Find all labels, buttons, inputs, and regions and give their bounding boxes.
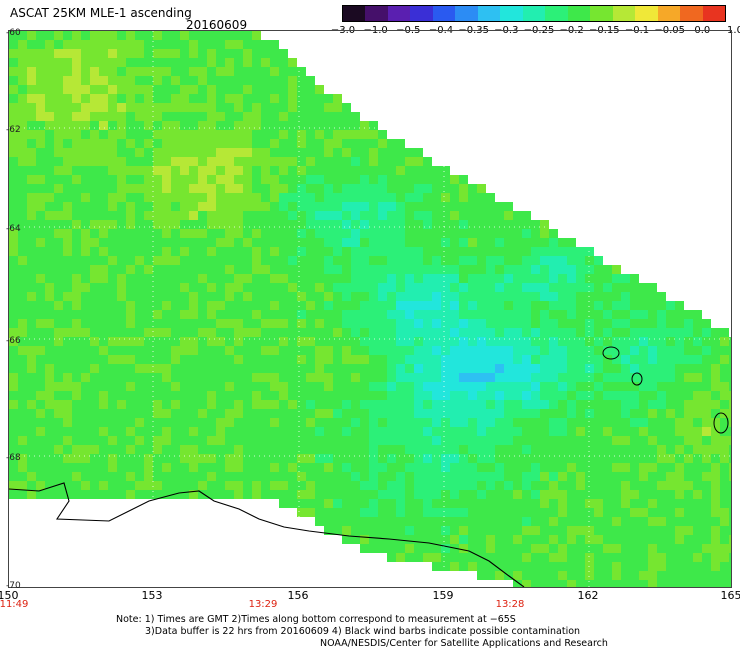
longitude-label: 159	[432, 589, 454, 602]
latitude-label: -60	[6, 28, 21, 38]
color-scale-swatch	[432, 6, 456, 21]
latitude-label: -64	[6, 224, 21, 234]
island-outline	[713, 412, 729, 434]
color-scale-swatch	[365, 6, 388, 21]
longitude-label: 165	[720, 589, 740, 602]
color-scale-swatch	[522, 6, 546, 21]
latitude-label: -68	[6, 453, 21, 463]
longitude-label: 156	[287, 589, 309, 602]
color-scale-swatch	[635, 6, 658, 21]
color-scale-swatch	[657, 6, 681, 21]
color-scale-swatch	[680, 6, 703, 21]
footnote-line-1: Note: 1) Times are GMT 2)Times along bot…	[116, 614, 516, 625]
wind-field-grid	[9, 31, 731, 587]
color-scale-tick-label: 1.0	[727, 25, 740, 36]
longitude-label: 153	[141, 589, 163, 602]
longitude-label: 162	[577, 589, 599, 602]
longitude-label: 150	[0, 589, 19, 602]
time-label: 13:28	[495, 599, 525, 610]
latitude-label: -70	[6, 581, 21, 591]
island-outline	[602, 346, 620, 360]
color-scale-bar	[342, 5, 726, 22]
color-scale-swatch	[477, 6, 501, 21]
color-scale-swatch	[567, 6, 591, 21]
time-label: 13:29	[248, 599, 278, 610]
footnote-line-3: NOAA/NESDIS/Center for Satellite Applica…	[320, 638, 608, 649]
time-label: 11:49	[0, 599, 29, 610]
map-date: 20160609	[186, 18, 248, 32]
island-outline	[631, 372, 643, 386]
color-scale-swatch	[343, 6, 366, 21]
footnote-line-2: 3)Data buffer is 22 hrs from 20160609 4)…	[145, 626, 581, 637]
color-scale-swatch	[410, 6, 433, 21]
color-scale-swatch	[612, 6, 636, 21]
coastline	[9, 482, 525, 587]
color-scale-swatch	[387, 6, 411, 21]
color-scale-swatch	[702, 6, 725, 21]
latitude-label: -66	[6, 336, 21, 346]
color-scale-swatch	[545, 6, 568, 21]
latitude-label: -62	[6, 125, 21, 135]
color-scale-swatch	[500, 6, 523, 21]
wind-map	[8, 30, 732, 588]
color-scale-swatch	[590, 6, 613, 21]
color-scale-swatch	[455, 6, 478, 21]
map-title: ASCAT 25KM MLE-1 ascending	[10, 6, 192, 20]
